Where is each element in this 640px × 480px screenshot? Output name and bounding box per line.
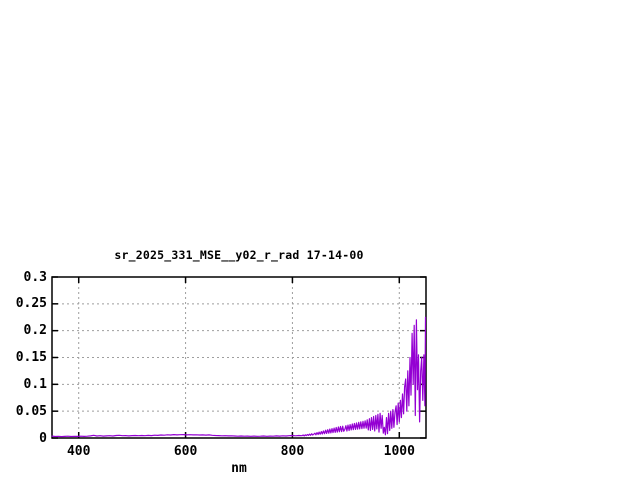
y-tick-label: 0.1 <box>23 376 47 392</box>
x-axis-label: nm <box>231 461 247 476</box>
data-line <box>51 316 427 438</box>
plot-border <box>51 276 427 439</box>
y-tick-label: 0 <box>39 430 47 446</box>
x-tick-label: 800 <box>280 444 305 459</box>
y-tick-label: 0.05 <box>15 403 47 419</box>
x-tick-label: 1000 <box>383 444 415 459</box>
y-tick-label: 0.3 <box>23 269 47 285</box>
y-tick-label: 0.25 <box>15 296 47 312</box>
x-tick-label: 400 <box>66 444 91 459</box>
y-tick-label: 0.2 <box>23 323 47 339</box>
y-tick-label: 0.15 <box>15 350 47 365</box>
chart-title: sr_2025_331_MSE__y02_r_rad 17-14-00 <box>114 248 364 262</box>
x-tick-label: 600 <box>173 444 198 459</box>
